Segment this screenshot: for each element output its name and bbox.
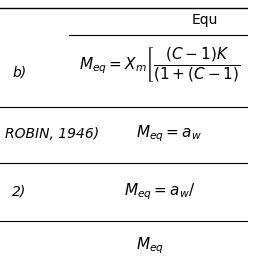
Text: $M_{eq}$: $M_{eq}$ [136,235,164,255]
Text: ROBIN, 1946): ROBIN, 1946) [5,127,99,141]
Text: $M_{eq}=a_w$: $M_{eq}=a_w$ [136,124,202,144]
Text: $M_{eq}=a_w/$: $M_{eq}=a_w/$ [124,181,195,202]
Text: b): b) [12,65,27,79]
Text: Equ: Equ [192,13,218,27]
Text: $M_{eq}=X_m\left[\dfrac{(C-1)K}{(1+(C-1)}\right.$: $M_{eq}=X_m\left[\dfrac{(C-1)K}{(1+(C-1)… [79,45,241,84]
Text: 2): 2) [12,185,27,199]
